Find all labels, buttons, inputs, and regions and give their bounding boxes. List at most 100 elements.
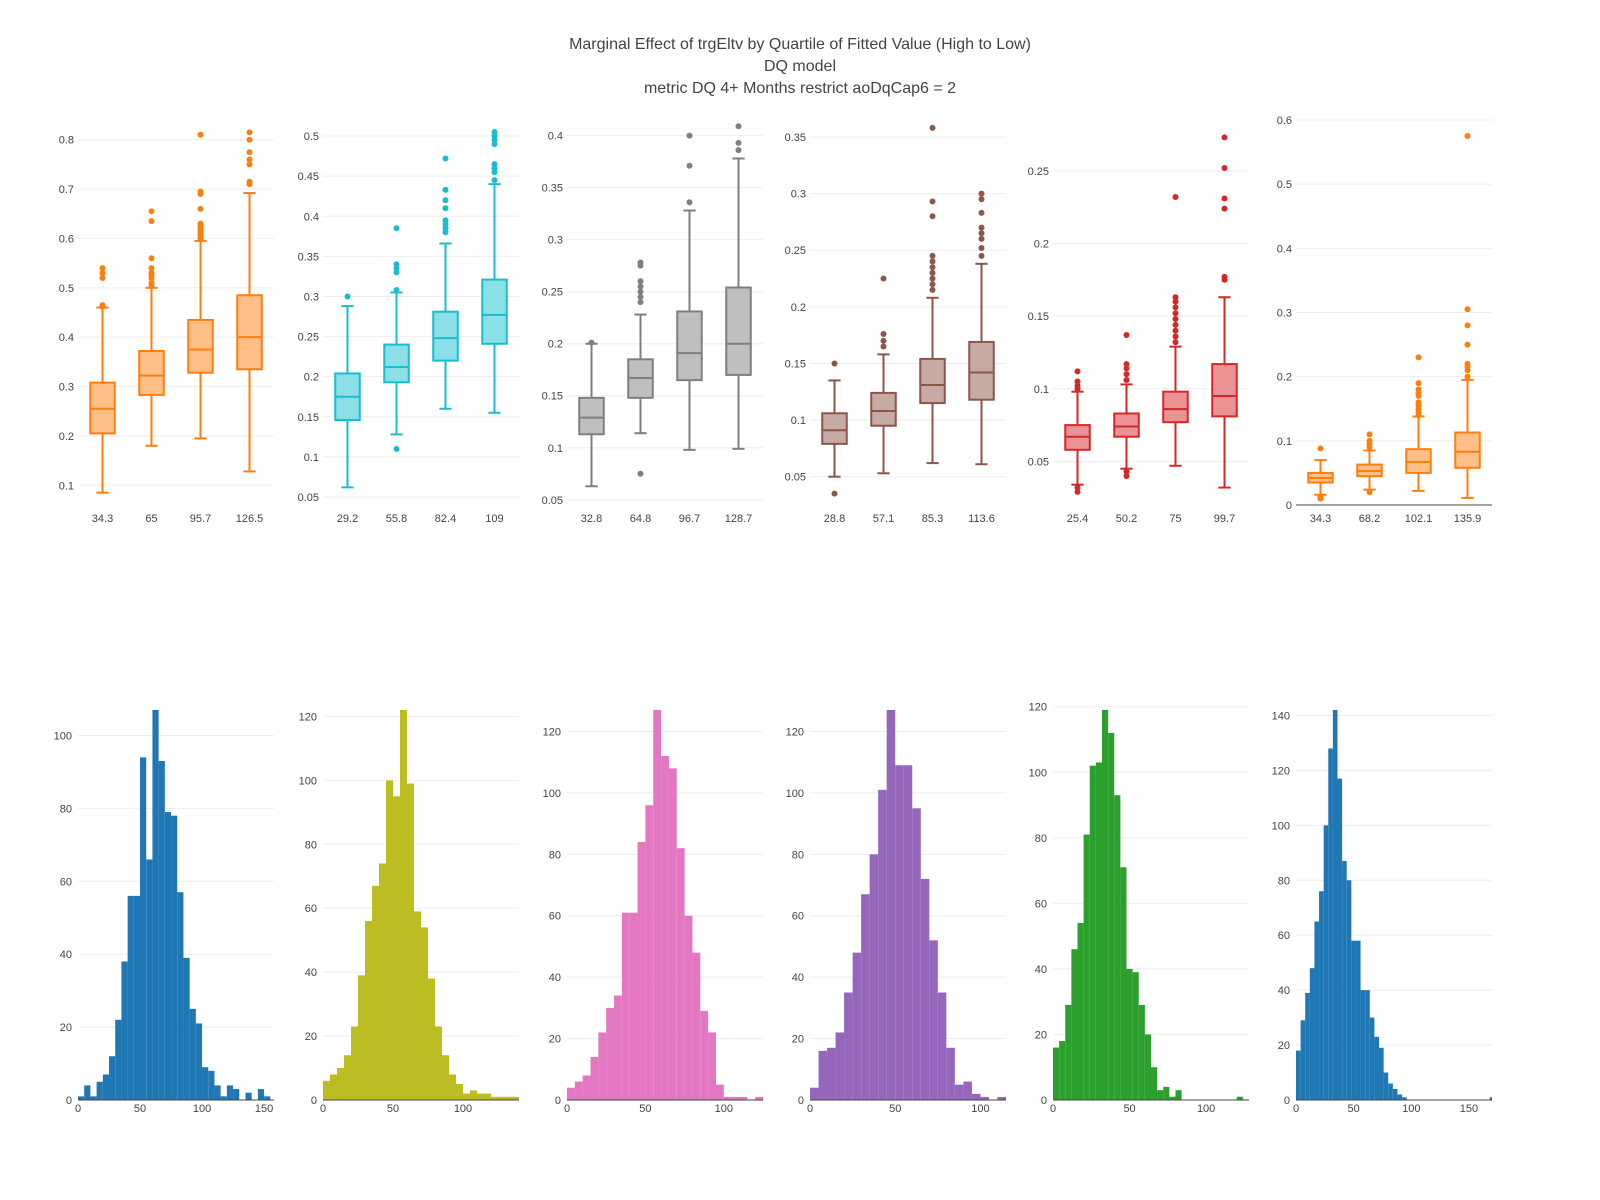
outlier-point — [637, 278, 644, 285]
histogram-panel-4: 0 20 40 60 80 100 120 0 50 100 — [786, 710, 1006, 1115]
histogram-bar — [1402, 1097, 1407, 1100]
outlier-point — [1172, 333, 1179, 340]
histogram-bar — [115, 1019, 122, 1100]
x-tick-label: 50 — [639, 1103, 651, 1115]
box-82.4 — [432, 155, 459, 410]
outlier-point — [246, 161, 253, 168]
histogram-bar — [929, 940, 938, 1100]
histogram-bar — [818, 1050, 828, 1100]
histogram-bar — [1365, 990, 1370, 1100]
outlier-point — [1172, 298, 1179, 305]
histogram-bar — [171, 815, 178, 1100]
y-tick-label: 0 — [1284, 1095, 1290, 1107]
outlier-point — [929, 269, 936, 276]
box-64.8 — [627, 259, 654, 477]
x-tick-label: 100 — [971, 1103, 989, 1115]
y-tick-label: 0.1 — [1277, 436, 1292, 448]
histogram-bar — [1489, 1097, 1492, 1100]
iqr-box — [481, 278, 508, 345]
x-tick-label: 50 — [387, 1103, 399, 1115]
outlier-point — [442, 186, 449, 193]
y-tick-label: 40 — [1278, 985, 1290, 997]
y-tick-label: 0.1 — [548, 443, 563, 455]
histogram-bar — [330, 1074, 337, 1100]
iqr-box — [187, 318, 214, 374]
x-tick-label: 0 — [75, 1103, 81, 1115]
y-tick-label: 120 — [1029, 702, 1047, 714]
outlier-point — [1464, 360, 1471, 367]
chart-subtitle-metric: metric DQ 4+ Months restrict aoDqCap6 = … — [643, 80, 957, 97]
histogram-bar — [954, 1084, 964, 1100]
outlier-point — [1172, 310, 1179, 317]
histogram-bar — [1388, 1083, 1393, 1100]
histogram-bar — [1379, 1047, 1384, 1100]
histogram-bar — [208, 1070, 215, 1100]
histogram-bar — [1342, 861, 1347, 1100]
y-tick-label: 80 — [1035, 833, 1047, 845]
outlier-point — [929, 124, 936, 131]
y-tick-label: 0.4 — [1277, 243, 1292, 255]
histogram-bar — [1059, 1041, 1066, 1100]
outlier-point — [99, 270, 106, 277]
y-tick-label: 0.25 — [785, 245, 806, 257]
outlier-point — [637, 259, 644, 266]
x-tick-label: 50 — [889, 1103, 901, 1115]
outlier-point — [978, 230, 985, 237]
box-68.2 — [1356, 431, 1383, 496]
outlier-point — [197, 205, 204, 212]
y-tick-label: 60 — [549, 911, 561, 923]
y-tick-label: 40 — [305, 967, 317, 979]
outlier-point — [246, 178, 253, 185]
histogram-bar — [886, 710, 896, 1100]
outlier-point — [1221, 205, 1228, 212]
histogram-bar — [456, 1084, 463, 1100]
outlier-point — [197, 131, 204, 138]
x-tick-label: 126.5 — [236, 513, 264, 525]
outlier-point — [1221, 134, 1228, 141]
y-tick-label: 0.2 — [1277, 372, 1292, 384]
histogram-bar — [1346, 880, 1352, 1100]
outlier-point — [393, 225, 400, 232]
box-128.7 — [725, 123, 752, 450]
y-tick-label: 0.7 — [59, 184, 74, 196]
histogram-bar — [245, 1092, 252, 1100]
box-25.4 — [1064, 368, 1091, 495]
histogram-bar — [158, 761, 165, 1100]
y-tick-label: 0.2 — [59, 431, 74, 443]
histogram-bar — [393, 796, 400, 1100]
outlier-point — [1123, 371, 1130, 378]
outlier-point — [491, 177, 498, 184]
histogram-bar — [109, 1056, 116, 1100]
box-panel-2: 0.05 0.1 0.15 0.2 0.25 0.3 0.35 0.4 0.45 0.5 29.2 5… — [298, 129, 519, 525]
outlier-point — [637, 470, 644, 477]
histogram-bar — [598, 1032, 607, 1100]
outlier-point — [929, 198, 936, 205]
outlier-point — [197, 188, 204, 195]
histogram-bar — [715, 1084, 724, 1100]
outlier-point — [637, 293, 644, 300]
iqr-box — [432, 310, 459, 362]
y-tick-label: 100 — [543, 788, 561, 800]
outlier-point — [978, 196, 985, 203]
histogram-bar — [484, 1093, 491, 1100]
outlier-point — [1172, 316, 1179, 323]
outlier-point — [588, 339, 595, 346]
box-50.2 — [1113, 332, 1140, 479]
x-tick-label: 95.7 — [190, 513, 211, 525]
box-85.3 — [919, 124, 946, 465]
histogram-bar — [127, 895, 134, 1100]
histogram-bar — [1397, 1094, 1403, 1100]
histogram-bar — [980, 1096, 989, 1100]
box-34.3 — [89, 265, 116, 494]
iqr-box — [1211, 363, 1238, 418]
histogram-bar — [226, 1085, 234, 1100]
outlier-point — [393, 445, 400, 452]
histogram-bar — [1132, 972, 1139, 1100]
y-tick-label: 120 — [299, 711, 317, 723]
x-tick-label: 25.4 — [1067, 513, 1088, 525]
y-tick-label: 60 — [1278, 930, 1290, 942]
histogram-bar — [621, 912, 630, 1100]
outlier-point — [1415, 399, 1422, 406]
histogram-bar — [1383, 1072, 1389, 1100]
histogram-bar — [1102, 710, 1109, 1100]
